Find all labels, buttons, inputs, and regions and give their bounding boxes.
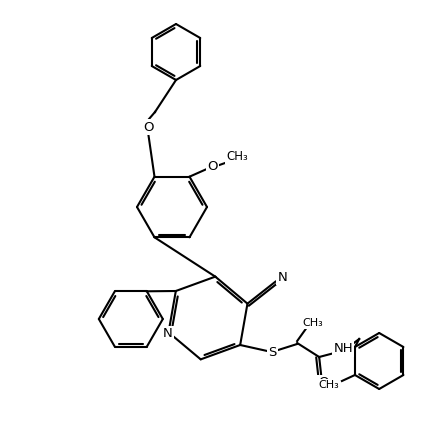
Text: N: N xyxy=(163,327,173,340)
Text: CH₃: CH₃ xyxy=(226,150,248,163)
Text: NH: NH xyxy=(333,343,353,356)
Text: N: N xyxy=(278,271,287,284)
Text: O: O xyxy=(318,376,329,389)
Text: O: O xyxy=(143,121,153,134)
Text: S: S xyxy=(268,346,276,359)
Text: CH₃: CH₃ xyxy=(303,318,324,328)
Text: O: O xyxy=(207,160,218,173)
Text: CH₃: CH₃ xyxy=(318,380,339,390)
